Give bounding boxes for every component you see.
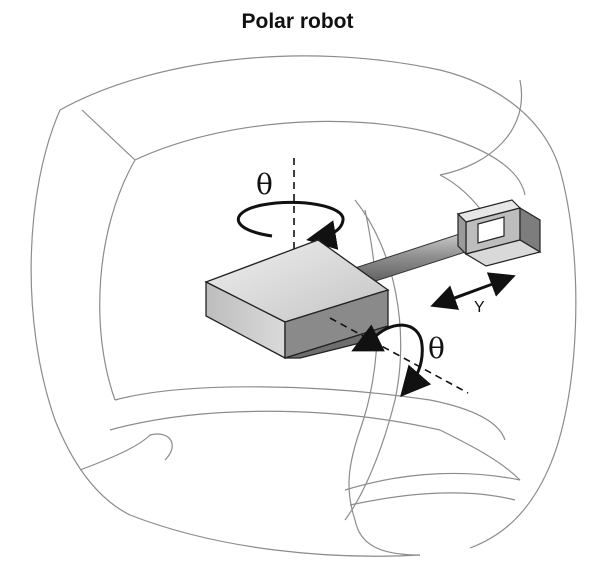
gripper [456,199,542,267]
y-axis-label: Y [474,299,485,316]
envelope-vertical-band-1 [344,199,402,521]
theta-top-label: θ [256,168,273,201]
tilt-rotation-arrow [351,323,432,398]
envelope-bottom [129,514,421,557]
envelope-lower-inner [114,386,506,441]
envelope-bottom-fold-2 [439,429,521,481]
envelope-front-strip-2 [349,492,516,506]
envelope-top-seam [81,109,136,161]
envelope-outer-right [469,169,577,549]
work-envelope [30,55,577,557]
envelope-bottom-fold [79,433,173,471]
y-translation-arrow [430,272,516,310]
envelope-outer-left [30,109,131,516]
envelope-inner-top-fold [439,79,523,176]
envelope-vertical-band-2 [348,209,379,521]
top-rotation-arrow [237,201,345,250]
envelope-front-strip [344,472,521,491]
theta-right-label: θ [428,332,445,365]
envelope-lower-lip [109,410,441,431]
envelope-vertical-band-3 [354,519,421,556]
diagram-title: Polar robot [241,10,354,33]
envelope-inner-left [99,159,136,401]
envelope-outer-top [59,55,561,171]
envelope-inner-top [134,120,526,196]
robot-body [204,239,390,360]
